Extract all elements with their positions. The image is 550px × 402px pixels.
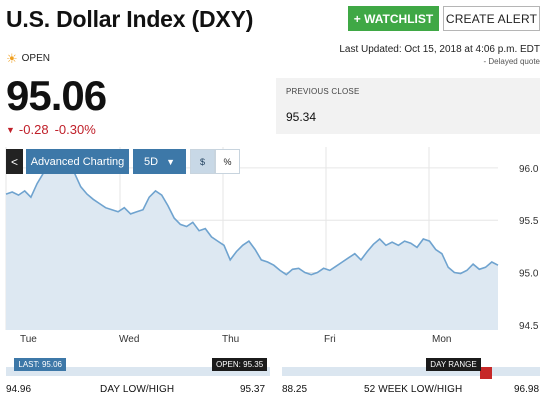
day-high-value: 95.37	[240, 384, 266, 395]
delayed-quote-note: - Delayed quote	[483, 57, 540, 66]
change-percent: -0.30%	[54, 122, 96, 137]
x-tick-label: Fri	[324, 334, 336, 345]
price-chart[interactable]: 94.5 95.0 95.5 96.0 Tue Wed Thu Fri Mon	[0, 147, 550, 347]
week52-low-value: 88.25	[282, 384, 308, 395]
market-state-label: OPEN	[21, 53, 50, 64]
percent-toggle[interactable]: %	[215, 149, 240, 174]
x-tick-label: Thu	[222, 334, 239, 345]
sun-icon: ☀	[6, 50, 18, 66]
last-updated-text: Last Updated: Oct 15, 2018 at 4:06 p.m. …	[339, 44, 540, 55]
period-dropdown[interactable]: 5D ▼	[133, 149, 186, 174]
y-tick-label: 94.5	[519, 321, 539, 332]
previous-close-box: PREVIOUS CLOSE 95.34	[276, 78, 540, 134]
change-value: -0.28	[18, 122, 49, 137]
advanced-charting-button[interactable]: Advanced Charting	[26, 149, 129, 174]
price-area	[6, 155, 498, 330]
day-last-pill: LAST: 95.06	[14, 358, 66, 371]
day-range-track	[6, 367, 270, 376]
caret-down-icon: ▼	[166, 156, 175, 167]
current-price: 95.06	[6, 72, 107, 119]
chart-back-button[interactable]: <	[6, 149, 23, 174]
y-tick-label: 95.0	[519, 268, 539, 279]
week52-day-marker	[480, 367, 493, 379]
price-line	[5, 154, 499, 276]
week52-range-track	[282, 367, 540, 376]
price-change: ▼ -0.28 -0.30%	[6, 122, 96, 137]
day-low-value: 94.96	[6, 384, 32, 395]
previous-close-value: 95.34	[286, 110, 317, 124]
day-range-name: DAY LOW/HIGH	[100, 384, 175, 395]
x-tick-label: Wed	[119, 334, 139, 345]
y-tick-label: 96.0	[519, 164, 539, 175]
week52-high-value: 96.98	[514, 384, 540, 395]
week52-range-name: 52 WEEK LOW/HIGH	[364, 384, 463, 395]
x-tick-label: Tue	[20, 334, 37, 345]
dollar-toggle[interactable]: $	[190, 149, 215, 174]
create-alert-button[interactable]: CREATE ALERT	[443, 6, 540, 31]
x-tick-label: Mon	[432, 334, 451, 345]
day-open-pill: OPEN: 95.35	[212, 358, 268, 371]
day-range-pill: DAY RANGE	[426, 358, 481, 371]
down-arrow-icon: ▼	[6, 124, 15, 135]
y-tick-label: 95.5	[519, 216, 539, 227]
page-title: U.S. Dollar Index (DXY)	[6, 6, 254, 32]
market-status: ☀ OPEN	[6, 50, 50, 66]
watchlist-button[interactable]: + WATCHLIST	[348, 6, 439, 31]
period-label: 5D	[144, 155, 159, 168]
previous-close-label: PREVIOUS CLOSE	[286, 87, 360, 96]
